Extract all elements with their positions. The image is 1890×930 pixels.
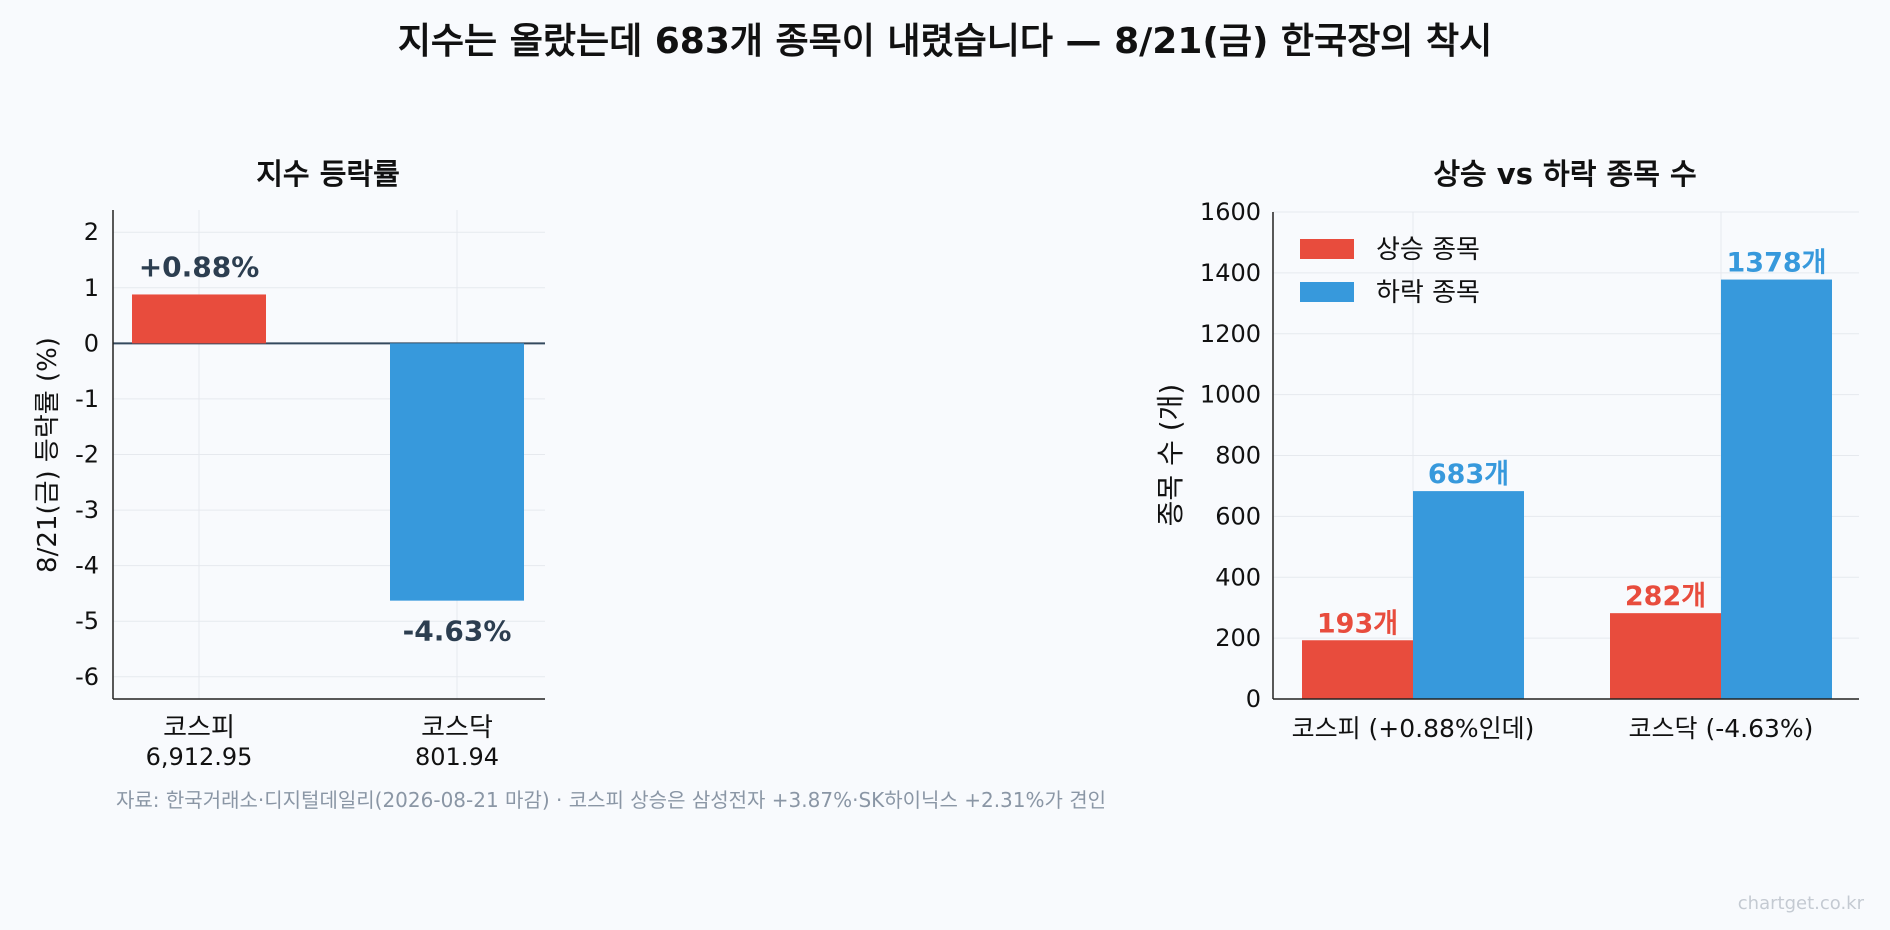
legend: 상승 종목 하락 종목 (1300, 235, 1480, 308)
left-y-tick-label: 1 (84, 274, 99, 302)
left-y-tick-label: -3 (75, 496, 99, 524)
right-bars (1302, 279, 1832, 699)
right-y-tick-label: 800 (1215, 442, 1261, 470)
right-y-tick-label: 1000 (1200, 381, 1261, 409)
left-x-tick-label: 코스닥 (421, 713, 493, 743)
right-axes (1272, 212, 1859, 700)
right-data-label: 193개 (1317, 608, 1398, 639)
right-y-tick-labels: 1600 1400 1200 1000 800 600 400 200 0 (1200, 198, 1261, 713)
right-data-label: 282개 (1625, 581, 1706, 612)
legend-label-down: 하락 종목 (1376, 278, 1480, 308)
main-title: 지수는 올랐는데 683개 종목이 내렸습니다 — 8/21(금) 한국장의 착… (397, 21, 1493, 62)
up-count-bar (1610, 613, 1721, 699)
right-y-tick-label: 1400 (1200, 259, 1261, 287)
left-y-tick-label: 2 (84, 218, 99, 246)
right-data-label: 1378개 (1727, 248, 1827, 279)
right-y-tick-label: 1200 (1200, 320, 1261, 348)
source-note: 자료: 한국거래소·디지털데일리(2026-08-21 마감) · 코스피 상승… (116, 788, 1107, 812)
right-x-tick-labels: 코스피 (+0.88%인데) 코스닥 (-4.63%) (1292, 714, 1814, 743)
right-x-tick-label: 코스피 (+0.88%인데) (1292, 714, 1535, 743)
left-y-tick-label: -2 (75, 441, 99, 469)
left-data-labels: +0.88% -4.63% (139, 250, 512, 647)
index-change-chart-title: 지수 등락률 (256, 157, 400, 191)
left-axes (112, 210, 545, 700)
right-data-label: 683개 (1428, 459, 1509, 490)
right-x-tick-label: 코스닥 (-4.63%) (1629, 714, 1814, 743)
legend-swatch-up (1300, 239, 1354, 259)
right-y-tick-label: 400 (1215, 563, 1261, 591)
right-y-tick-label: 0 (1246, 685, 1261, 713)
left-bar (390, 343, 524, 601)
left-bar (132, 294, 266, 344)
down-count-bar (1413, 491, 1524, 699)
right-y-tick-label: 600 (1215, 502, 1261, 530)
index-change-y-axis-label: 8/21(금) 등락률 (%) (33, 337, 63, 573)
left-y-tick-labels: 2 1 0 -1 -2 -3 -4 -5 -6 (75, 218, 99, 691)
advance-decline-y-axis-label: 종목 수 (개) (1154, 384, 1187, 527)
left-data-label: -4.63% (403, 615, 512, 648)
left-x-tick-sublabel: 6,912.95 (146, 743, 253, 771)
right-y-tick-label: 200 (1215, 624, 1261, 652)
left-y-tick-label: 0 (84, 329, 99, 357)
advance-decline-chart-title: 상승 vs 하락 종목 수 (1433, 157, 1696, 191)
left-bars (132, 294, 524, 601)
left-x-tick-label: 코스피 (163, 713, 235, 743)
legend-swatch-down (1300, 282, 1354, 302)
watermark: chartget.co.kr (1737, 893, 1864, 914)
left-y-tick-label: -5 (75, 607, 99, 635)
down-count-bar (1721, 279, 1832, 699)
left-y-tick-label: -1 (75, 385, 99, 413)
left-y-tick-label: -6 (75, 663, 99, 691)
left-x-tick-sublabel: 801.94 (415, 743, 499, 771)
left-data-label: +0.88% (139, 250, 260, 283)
legend-label-up: 상승 종목 (1376, 235, 1480, 265)
right-data-labels: 193개 282개 683개 1378개 (1317, 248, 1827, 640)
up-count-bar (1302, 640, 1413, 699)
right-y-tick-label: 1600 (1200, 198, 1261, 226)
left-y-tick-label: -4 (75, 552, 99, 580)
